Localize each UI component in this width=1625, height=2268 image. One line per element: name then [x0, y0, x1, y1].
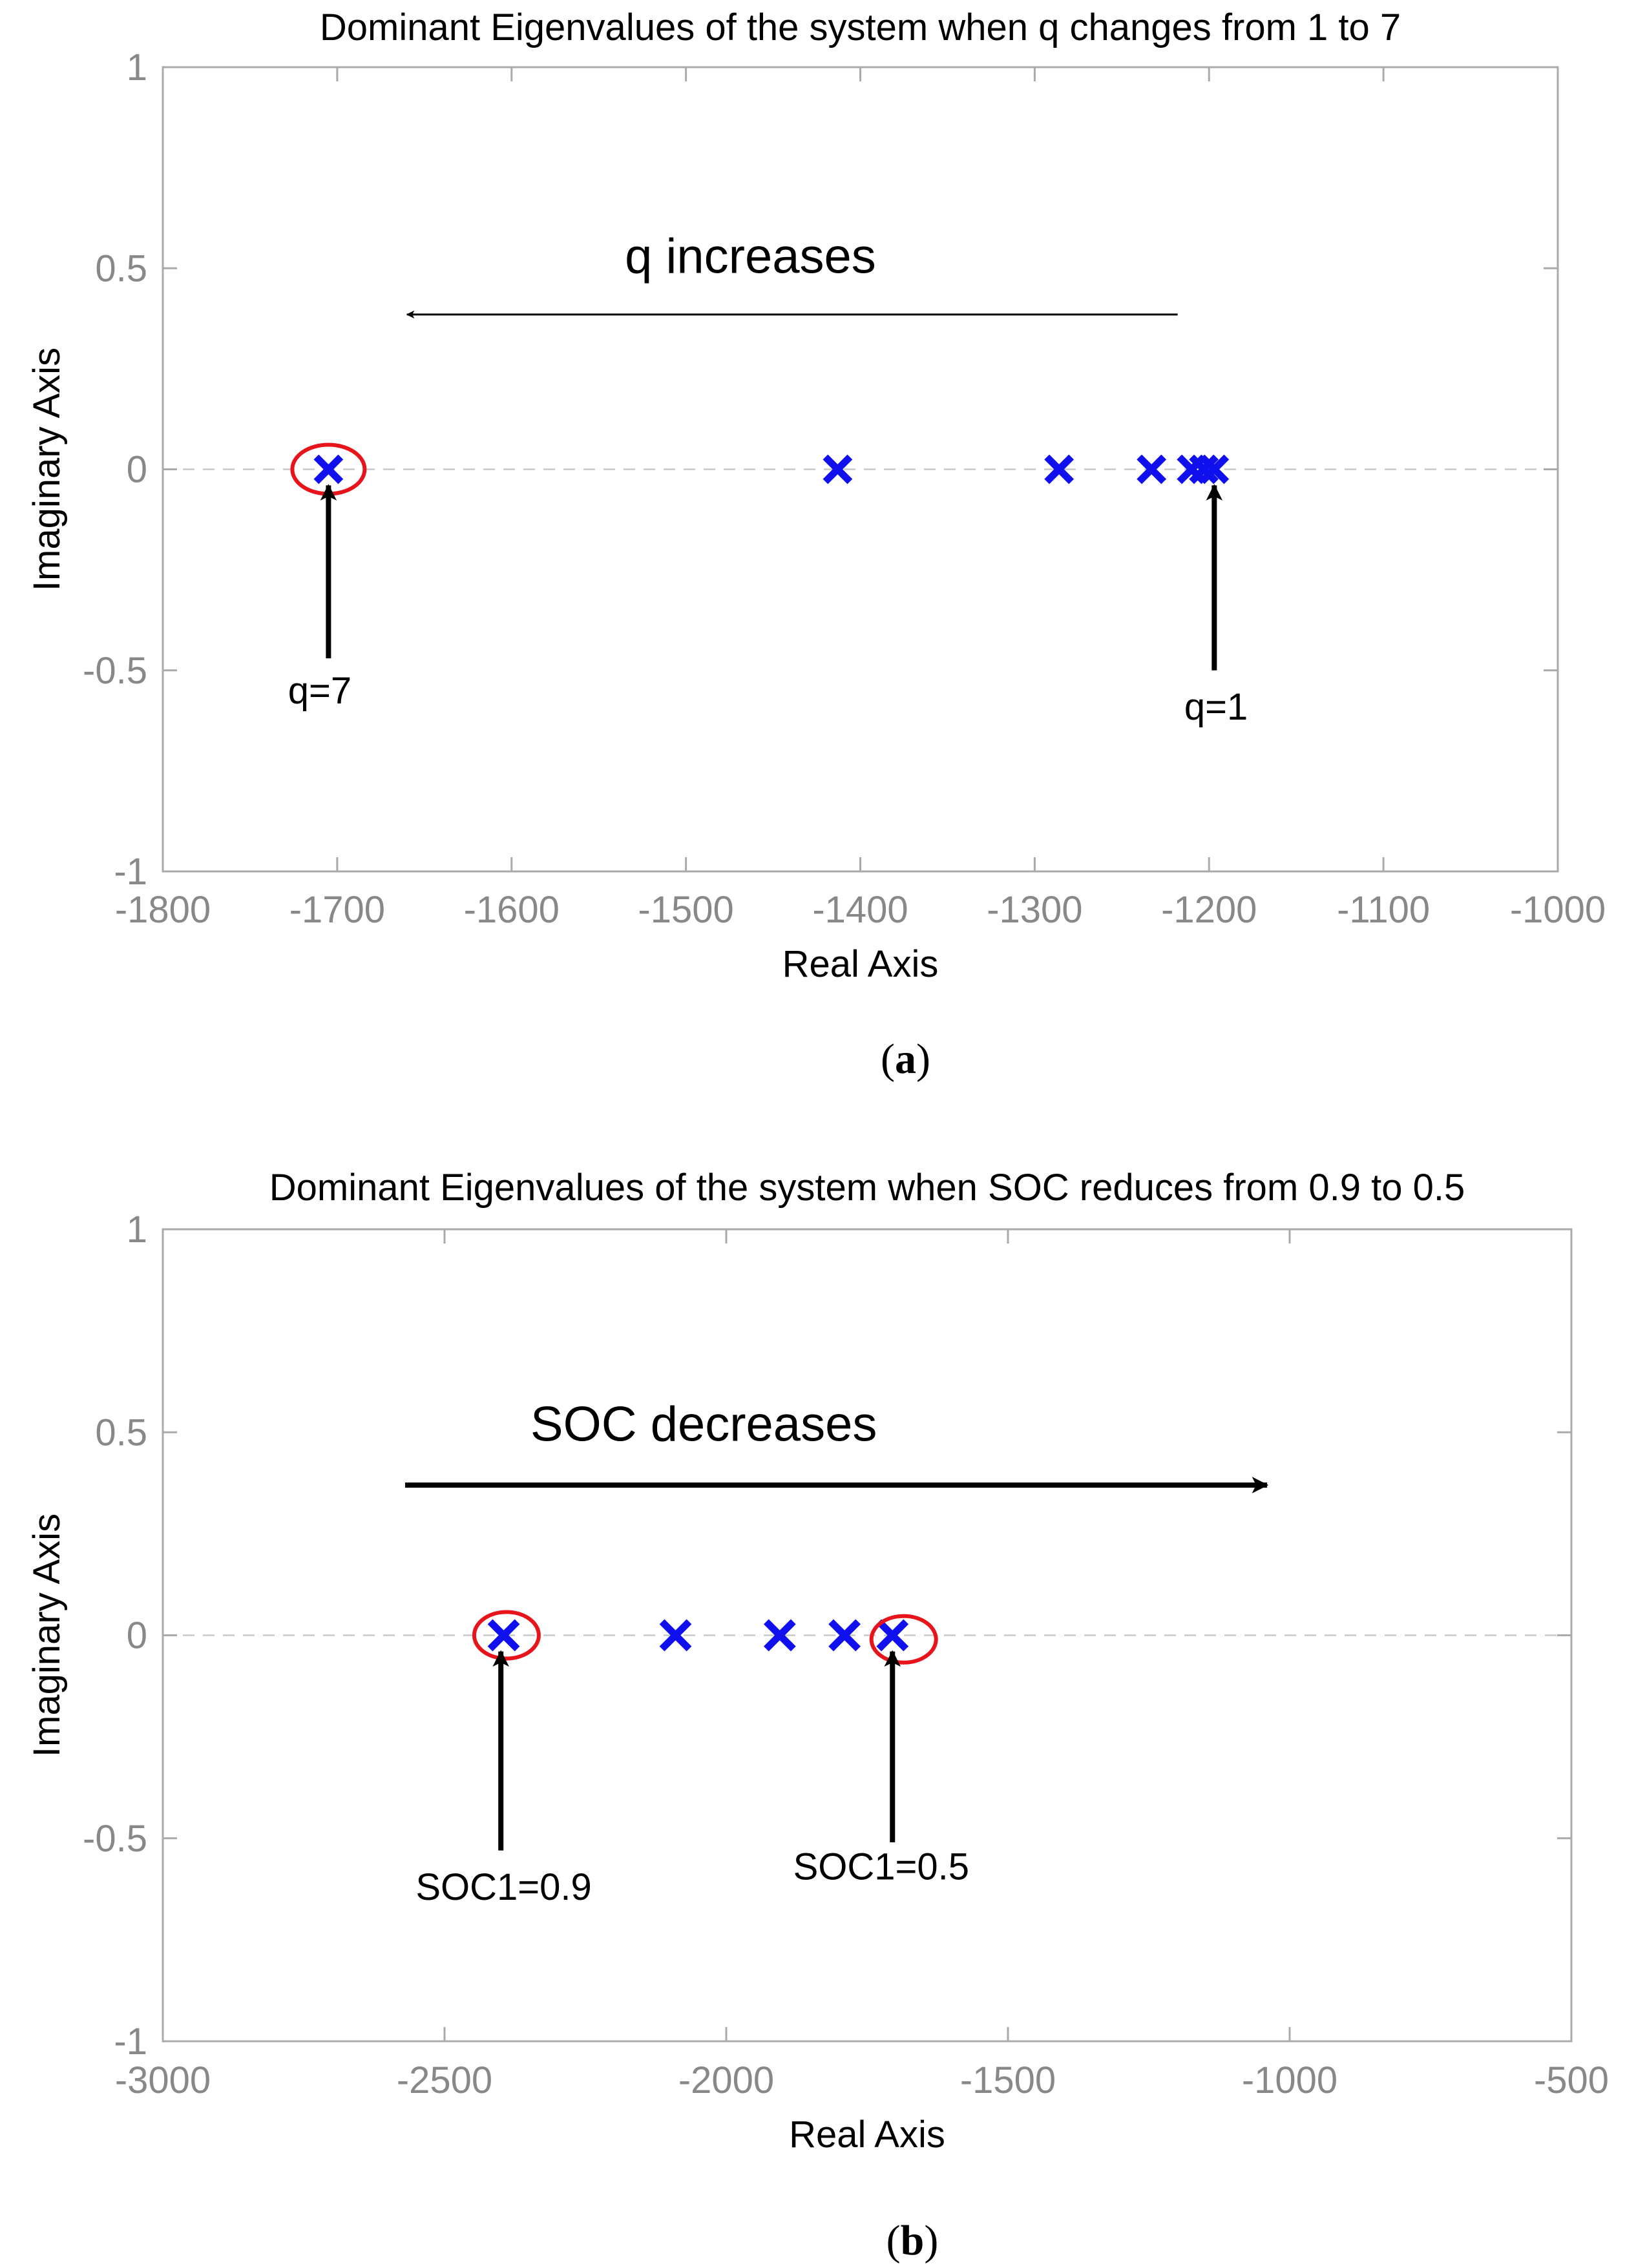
y-tick-label: 0 [127, 449, 147, 491]
x-tick-label: -1100 [1337, 889, 1430, 931]
x-tick-label: -1400 [812, 889, 908, 931]
x-tick-label: -1600 [464, 889, 560, 931]
panel-label: (b) [886, 2217, 939, 2264]
y-axis-label: Imaginary Axis [26, 1514, 68, 1757]
chart-panel-a: -1800 -1700 -1600 -1500 -1400 -1300 -1200 -1100… [26, 6, 1606, 1083]
data-point-marker [823, 454, 853, 484]
y-tick-label: 1 [127, 1209, 147, 1251]
x-tick-label: -500 [1534, 2059, 1609, 2101]
y-tick-label: 0.5 [95, 247, 147, 289]
y-tick-label: 0 [127, 1615, 147, 1657]
x-tick-label: -1000 [1242, 2059, 1337, 2101]
chart-panel-b: -3000 -2500 -2000 -1500 -1000 -500 -1 -0.5 0 0.5 1… [26, 1167, 1609, 2264]
y-tick-label: -1 [114, 851, 147, 893]
annotation-label: SOC1=0.9 [415, 1866, 591, 1908]
data-point-marker [487, 1619, 520, 1652]
x-tick-label: -1200 [1161, 889, 1257, 931]
y-tick-label: -1 [114, 2021, 147, 2063]
annotation-label: SOC decreases [530, 1397, 877, 1452]
highlight-ellipse [869, 1614, 938, 1665]
chart-title: Dominant Eigenvalues of the system when … [269, 1167, 1465, 1209]
x-axis-label: Real Axis [782, 943, 939, 985]
y-axis-label: Imaginary Axis [26, 348, 68, 591]
x-tick-label: -1300 [987, 889, 1082, 931]
data-point-marker [828, 1619, 861, 1652]
x-tick-label: -1500 [960, 2059, 1056, 2101]
data-point-marker [313, 454, 344, 484]
y-tick-label: 0.5 [95, 1411, 147, 1453]
data-point-marker [1199, 454, 1230, 484]
chart-title: Dominant Eigenvalues of the system when … [320, 6, 1401, 48]
y-tick-label: -0.5 [83, 1818, 147, 1860]
annotation-label: q increases [625, 229, 876, 284]
x-axis-label: Real Axis [789, 2114, 945, 2156]
x-tick-label: -3000 [115, 2059, 211, 2101]
panel-label: (a) [881, 1035, 930, 1083]
data-point-marker [876, 1619, 909, 1652]
annotation-label: SOC1=0.5 [793, 1846, 969, 1888]
annotation-label: q=1 [1184, 686, 1248, 728]
data-point-marker [1044, 454, 1075, 484]
annotation-label: q=7 [288, 670, 351, 712]
x-tick-label: -2500 [397, 2059, 492, 2101]
x-tick-label: -1800 [115, 889, 211, 931]
x-tick-label: -1000 [1510, 889, 1606, 931]
data-point-marker [1137, 454, 1167, 484]
x-tick-label: -1500 [638, 889, 733, 931]
data-point-marker [1189, 454, 1219, 484]
y-tick-label: 1 [127, 47, 147, 88]
data-point-marker [763, 1619, 796, 1652]
x-tick-label: -2000 [678, 2059, 774, 2101]
data-point-marker [659, 1619, 692, 1652]
y-tick-label: -0.5 [83, 650, 147, 692]
x-tick-label: -1700 [289, 889, 385, 931]
